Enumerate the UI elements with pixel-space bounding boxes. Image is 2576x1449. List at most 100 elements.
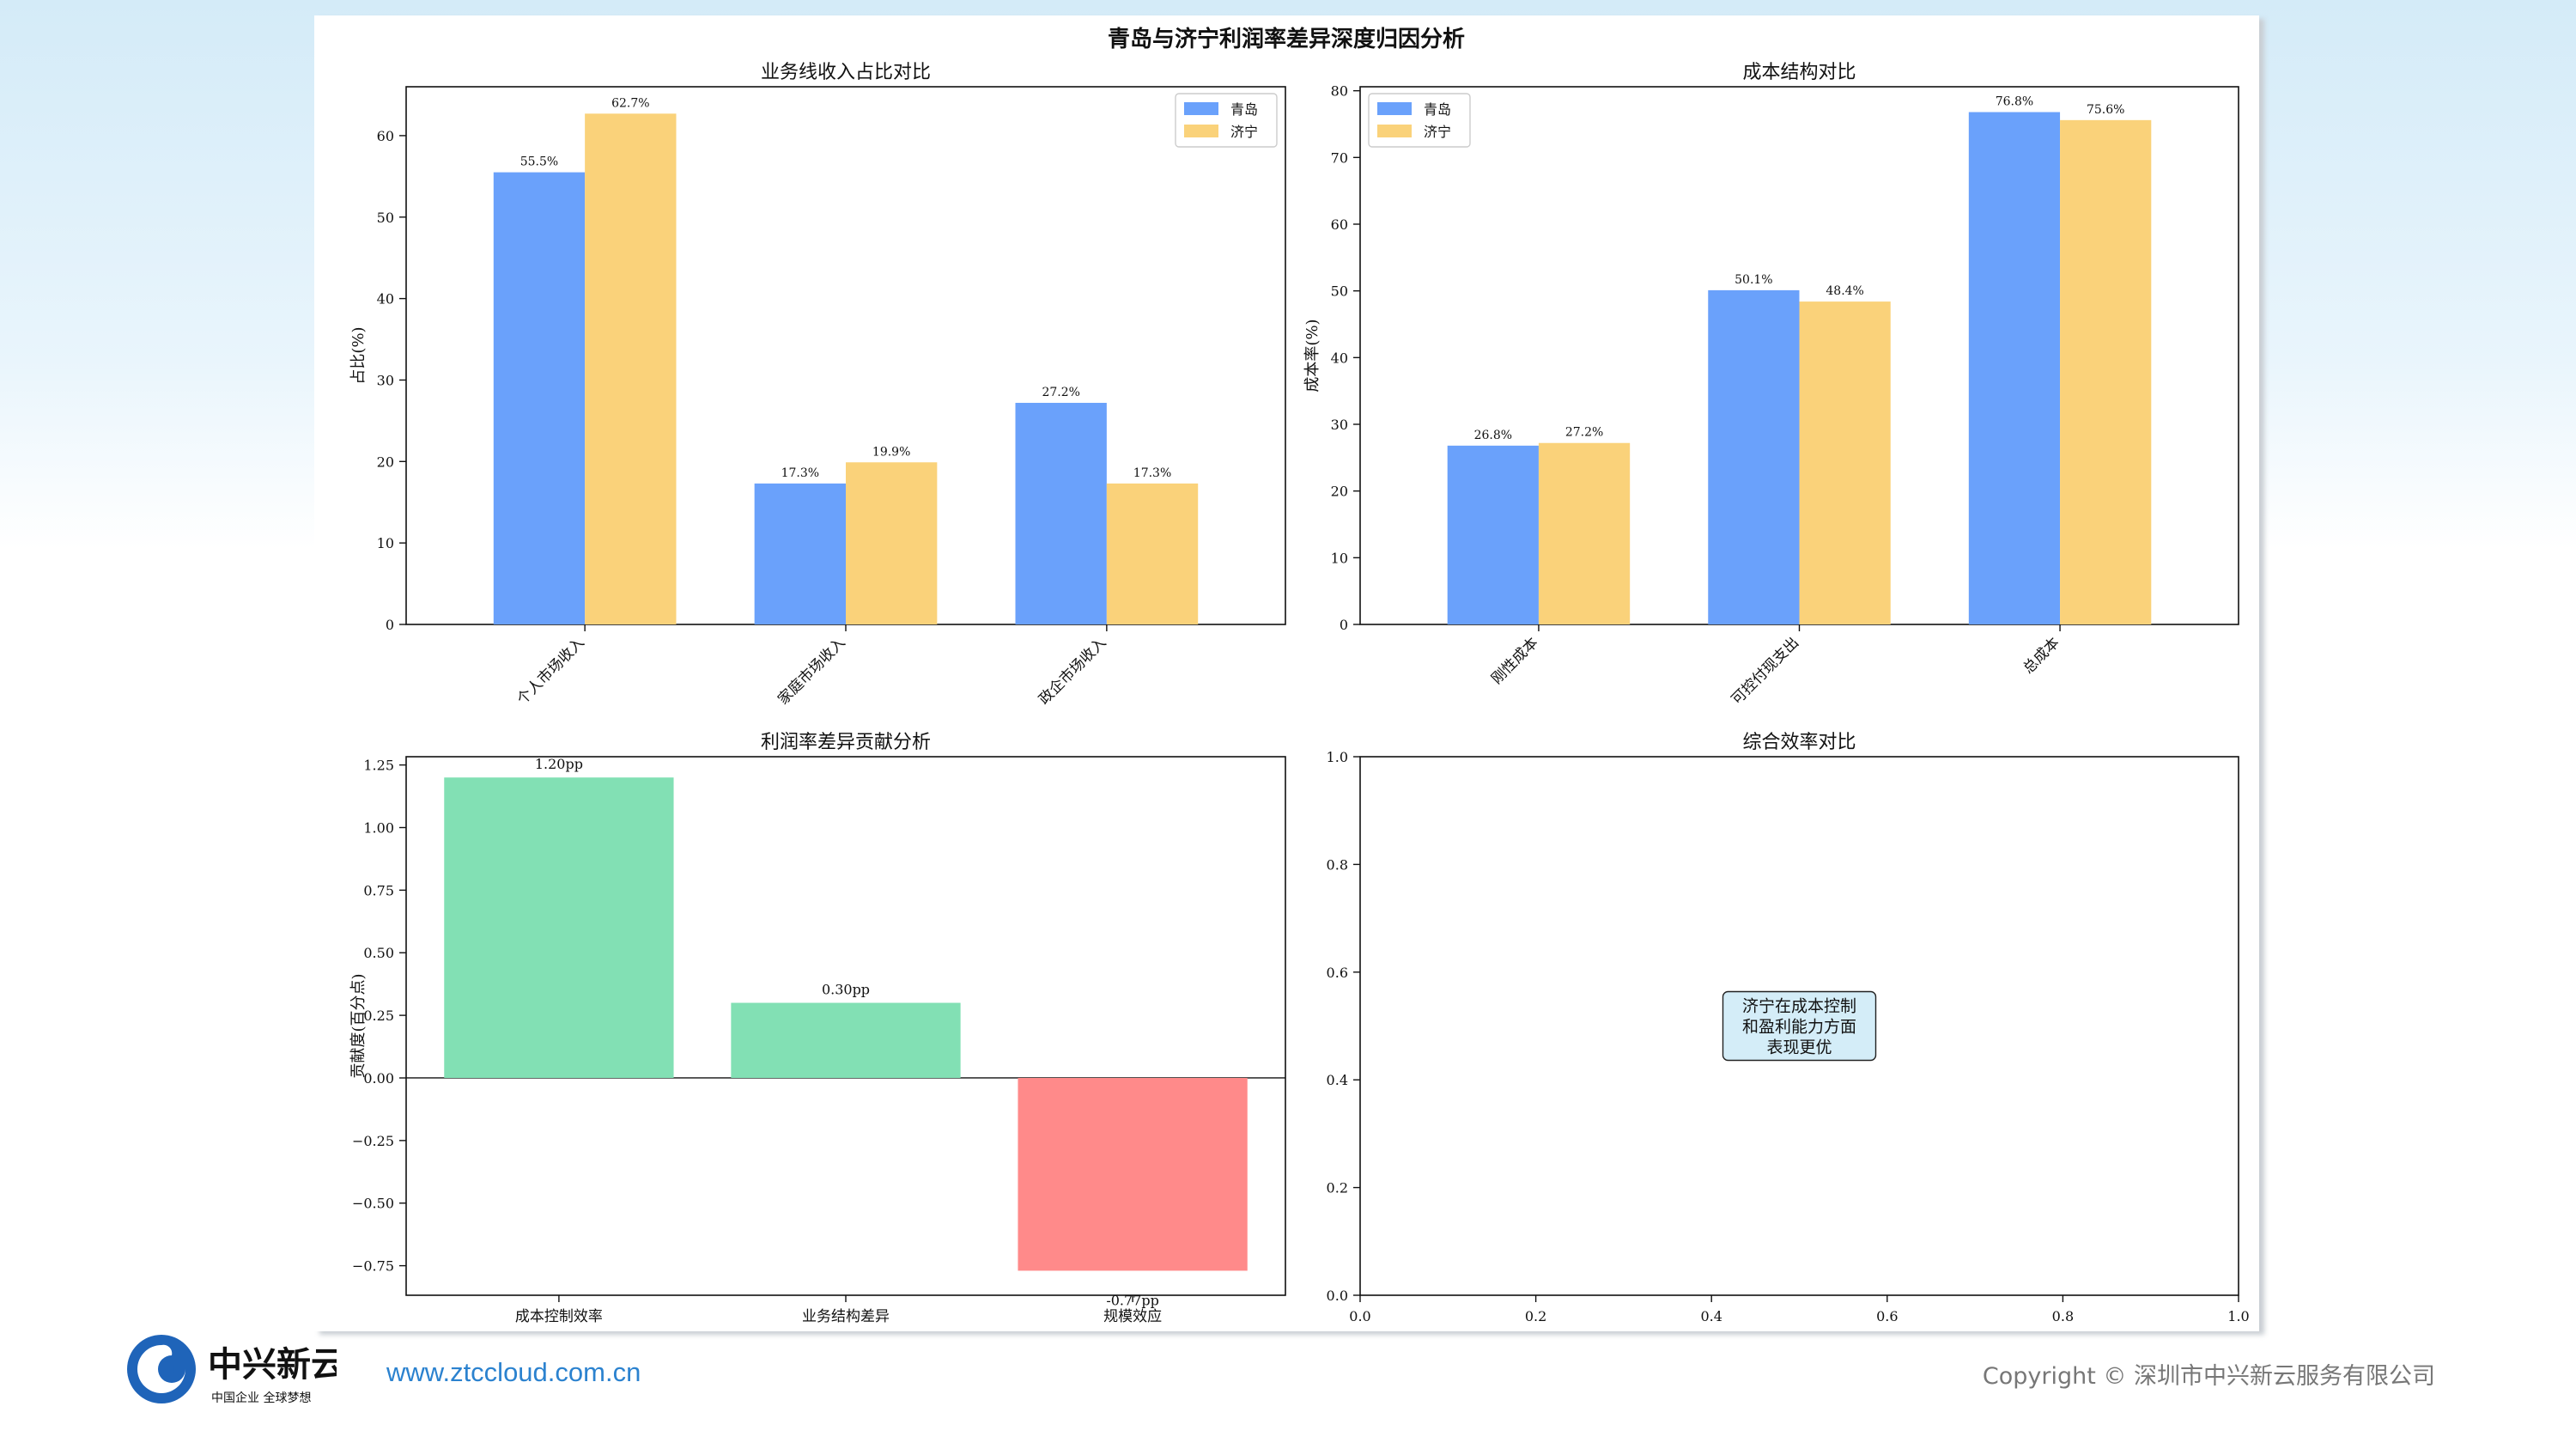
y-tick-label-1: 50	[1331, 283, 1348, 300]
y-tick-label-1: 10	[1331, 550, 1348, 566]
legend-swatch-0-0	[1184, 102, 1218, 115]
y-tick-label-2: 0.75	[363, 882, 394, 898]
y-tick-label-3: 0.2	[1327, 1180, 1348, 1196]
y-tick-label-0: 10	[377, 535, 394, 551]
legend-swatch-1-1	[1377, 125, 1412, 137]
y-tick-label-0: 50	[377, 210, 394, 226]
y-tick-label-3: 0.8	[1327, 856, 1348, 873]
bar-1-1-1	[1799, 301, 1891, 624]
y-tick-label-1: 70	[1331, 149, 1348, 166]
legend-label-1-1: 济宁	[1424, 124, 1451, 140]
logo-swirl-inner-icon	[137, 1344, 185, 1393]
logo-swirl-core-icon	[159, 1361, 174, 1377]
brand-logo: 中兴新云 中国企业 全球梦想	[127, 1335, 337, 1405]
bar-value-label-0: 27.2%	[1042, 386, 1079, 399]
chart-title-1: 成本结构对比	[1742, 62, 1856, 83]
y-tick-label-1: 80	[1331, 83, 1348, 100]
y-axis-label-0: 占比(%)	[349, 326, 368, 384]
y-tick-label-1: 60	[1331, 216, 1348, 233]
bar-value-label-0: 62.7%	[611, 96, 649, 110]
y-tick-label-3: 1.0	[1327, 749, 1348, 765]
bar-value-label-0: 17.3%	[781, 466, 819, 480]
bar-value-label-1: 48.4%	[1826, 284, 1863, 298]
x-tick-label-1: 刚性成本	[1488, 634, 1541, 687]
y-tick-label-0: 0	[386, 617, 394, 633]
logo-slogan: 中国企业 全球梦想	[211, 1391, 311, 1405]
y-tick-label-1: 0	[1340, 617, 1348, 633]
annotation-box	[1722, 990, 1877, 1062]
legend-label-0-1: 济宁	[1230, 124, 1258, 140]
footer-url-link[interactable]: www.ztccloud.com.cn	[386, 1357, 641, 1387]
bar-0-1-0	[754, 483, 846, 624]
bar-0-1-1	[846, 462, 938, 624]
y-tick-label-2: 0.25	[363, 1008, 394, 1024]
chart-title-2: 利润率差异贡献分析	[761, 732, 931, 753]
x-tick-label-1: 总成本	[2020, 634, 2063, 677]
x-tick-label-3: 0.6	[1876, 1308, 1898, 1324]
bar-value-label-0: 17.3%	[1133, 466, 1171, 480]
bar-value-label-1: 75.6%	[2087, 103, 2124, 117]
y-tick-label-2: −0.75	[352, 1258, 394, 1275]
y-tick-label-3: 0.4	[1327, 1072, 1348, 1088]
x-tick-label-3: 0.0	[1349, 1308, 1370, 1324]
y-tick-label-1: 40	[1331, 350, 1348, 366]
x-tick-label-3: 0.4	[1700, 1308, 1722, 1324]
legend-box-0	[1175, 93, 1278, 148]
x-tick-label-0: 个人市场收入	[513, 634, 587, 708]
annotation-text-line: 和盈利能力方面	[1742, 1018, 1856, 1037]
y-tick-label-2: 1.25	[363, 758, 394, 774]
bar-0-2-1	[1106, 483, 1199, 624]
bar-0-0-1	[585, 113, 677, 625]
footer-copyright: Copyright © 深圳市中兴新云服务有限公司	[1982, 1363, 2435, 1390]
bar-value-label-1: 50.1%	[1735, 273, 1772, 287]
figure-canvas: 青岛与济宁利润率差异深度归因分析 业务线收入占比对比 0 10 20 30 40 50 60 占…	[314, 15, 2259, 1331]
contribution-value-label-0: 1.20pp	[535, 756, 583, 772]
x-tick-label-2: 成本控制效率	[515, 1308, 603, 1325]
y-tick-label-3: 0.6	[1327, 965, 1348, 981]
chart-title-0: 业务线收入占比对比	[761, 62, 931, 83]
bar-1-1-0	[1708, 289, 1800, 624]
bar-value-label-0: 19.9%	[872, 445, 910, 459]
y-tick-label-2: 0.00	[363, 1070, 394, 1087]
bar-1-0-0	[1447, 445, 1539, 624]
contribution-bar-2	[1018, 1077, 1248, 1271]
y-tick-label-0: 30	[377, 372, 394, 388]
chart-title-3: 综合效率对比	[1742, 732, 1856, 753]
bar-value-label-1: 76.8%	[1996, 95, 2033, 109]
y-tick-label-0: 40	[377, 291, 394, 307]
bar-0-2-0	[1015, 403, 1107, 624]
x-tick-label-2: 规模效应	[1103, 1308, 1162, 1325]
x-tick-label-1: 可控付现支出	[1728, 634, 1802, 708]
y-tick-label-1: 30	[1331, 417, 1348, 433]
y-axis-label-2: 贡献度(百分点)	[349, 973, 368, 1078]
bar-0-0-0	[493, 172, 586, 624]
y-tick-label-0: 20	[377, 454, 394, 470]
legend-label-1-0: 青岛	[1424, 101, 1451, 118]
x-tick-label-2: 业务结构差异	[802, 1308, 890, 1325]
contribution-bar-1	[731, 1002, 961, 1078]
contribution-value-label-1: 0.30pp	[822, 982, 870, 998]
y-tick-label-1: 20	[1331, 484, 1348, 500]
annotation-text-line: 表现更优	[1766, 1038, 1832, 1057]
logo-text: 中兴新云	[208, 1345, 337, 1385]
bar-1-2-1	[2060, 119, 2152, 624]
x-tick-label-0: 家庭市场收入	[775, 634, 848, 708]
legend-swatch-1-0	[1377, 102, 1412, 115]
x-tick-label-0: 政企市场收入	[1036, 634, 1109, 708]
figure-svg: 青岛与济宁利润率差异深度归因分析 业务线收入占比对比 0 10 20 30 40 50 60 占…	[349, 26, 2250, 1325]
legend-swatch-0-1	[1184, 125, 1218, 137]
annotation-text-line: 济宁在成本控制	[1742, 997, 1856, 1016]
y-axis-label-1: 成本率(%)	[1303, 319, 1321, 392]
bar-1-2-0	[1968, 112, 2061, 624]
bar-value-label-0: 55.5%	[520, 155, 558, 169]
y-tick-label-2: −0.25	[352, 1133, 394, 1149]
legend-label-0-0: 青岛	[1230, 101, 1258, 118]
bar-1-0-1	[1538, 442, 1631, 624]
x-tick-label-3: 0.8	[2052, 1308, 2074, 1324]
bar-value-label-1: 26.8%	[1474, 429, 1512, 442]
plot-frame-3	[1359, 756, 2239, 1296]
figure-title: 青岛与济宁利润率差异深度归因分析	[1108, 26, 1465, 52]
legend-box-1	[1368, 93, 1471, 148]
y-tick-label-2: 0.50	[363, 945, 394, 961]
bar-value-label-1: 27.2%	[1565, 426, 1603, 440]
